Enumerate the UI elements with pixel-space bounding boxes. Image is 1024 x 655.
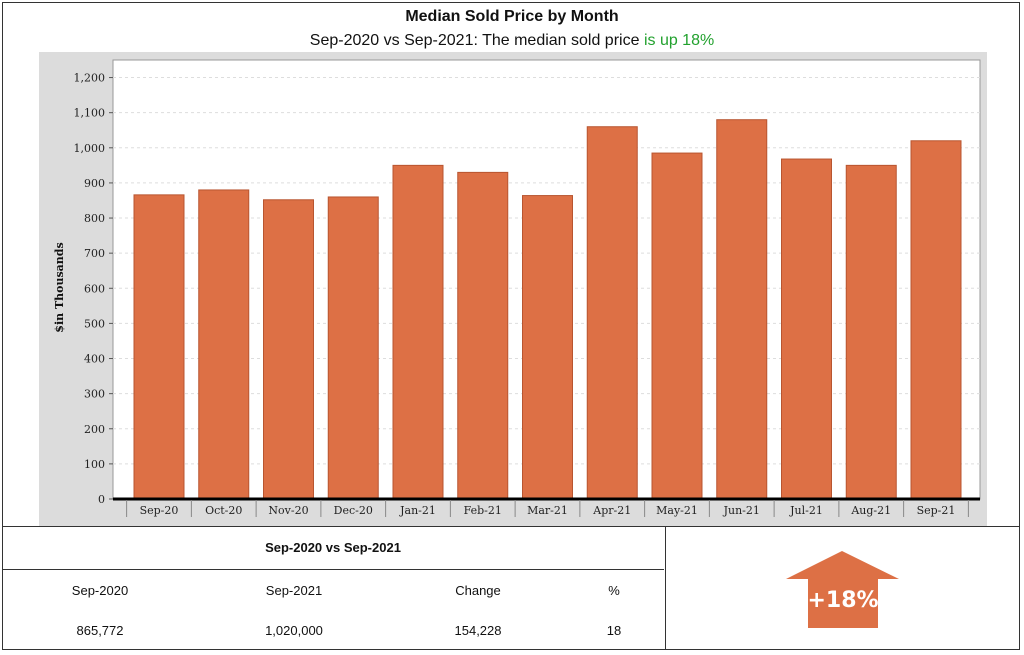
bar: [457, 171, 509, 500]
subtitle-highlight: is up 18%: [643, 32, 715, 49]
y-tick-label: 0: [98, 493, 105, 506]
y-tick-label: 400: [84, 353, 105, 366]
bar: [845, 164, 897, 500]
y-tick-label: 600: [84, 282, 105, 295]
y-tick-label: 900: [84, 177, 105, 190]
y-tick-label: 100: [84, 458, 105, 471]
bar: [781, 158, 832, 500]
subtitle-prefix: Sep-2020 vs Sep-2021: The median sold pr…: [309, 32, 640, 49]
bar: [133, 194, 185, 500]
comparison-heading: Sep-2020 vs Sep-2021: [2, 527, 664, 570]
arrow-shape: [786, 551, 899, 628]
y-tick-label: 1,200: [74, 72, 106, 85]
bar: [716, 119, 768, 500]
change-badge: +18%: [666, 527, 1020, 650]
value-sep-2021: 1,020,000: [265, 623, 323, 638]
bar: [522, 195, 573, 500]
x-tick-label: Jul-21: [789, 504, 823, 517]
header-sep-2020: Sep-2020: [71, 583, 129, 598]
y-tick-label: 200: [84, 423, 105, 436]
bar: [586, 126, 638, 500]
value-change: 154,228: [454, 623, 502, 638]
y-tick-label: 1,100: [74, 107, 106, 120]
x-tick-label: Oct-20: [205, 504, 242, 517]
bar: [910, 140, 962, 500]
bar: [198, 189, 250, 500]
y-tick-label: 700: [84, 247, 105, 260]
x-tick-label: May-21: [656, 504, 698, 517]
x-tick-label: Mar-21: [527, 504, 568, 517]
x-tick-label: Jun-21: [723, 504, 760, 517]
x-tick-label: Sep-21: [917, 504, 956, 517]
header-change: Change: [455, 583, 501, 598]
x-tick-label: Nov-20: [268, 504, 308, 517]
bar: [392, 164, 444, 500]
y-tick-label: 500: [84, 317, 105, 330]
y-tick-label: 1,000: [74, 142, 106, 155]
bar-chart: 0 100 200 300 400 500 600 700 800 900 1,000 1,100 1,…: [53, 59, 981, 517]
value-percent: 18: [606, 623, 622, 638]
header-sep-2021: Sep-2021: [265, 583, 323, 598]
x-tick-label: Aug-21: [850, 504, 891, 517]
y-axis-label: $in Thousands: [53, 242, 66, 332]
chart-title: Median Sold Price by Month: [405, 8, 619, 25]
y-tick-label: 300: [84, 388, 105, 401]
y-tick-label: 800: [84, 212, 105, 225]
x-tick-label: Apr-21: [592, 504, 631, 517]
x-tick-label: Sep-20: [140, 504, 179, 517]
x-tick-label: Jan-21: [399, 504, 436, 517]
divider: [2, 526, 1020, 527]
bar: [263, 199, 314, 500]
chart-subtitle: Sep-2020 vs Sep-2021: The median sold pr…: [0, 32, 1024, 50]
bar: [651, 152, 703, 500]
badge-label: +18%: [807, 588, 878, 613]
up-arrow-icon: +18%: [786, 551, 899, 628]
bar: [327, 196, 379, 500]
x-tick-label: Feb-21: [464, 504, 502, 517]
header-percent: %: [608, 583, 620, 598]
x-tick-label: Dec-20: [334, 504, 373, 517]
comparison-table: Sep-2020 vs Sep-2021 Sep-2020 Sep-2021 C…: [2, 527, 666, 650]
value-sep-2020: 865,772: [76, 623, 124, 638]
